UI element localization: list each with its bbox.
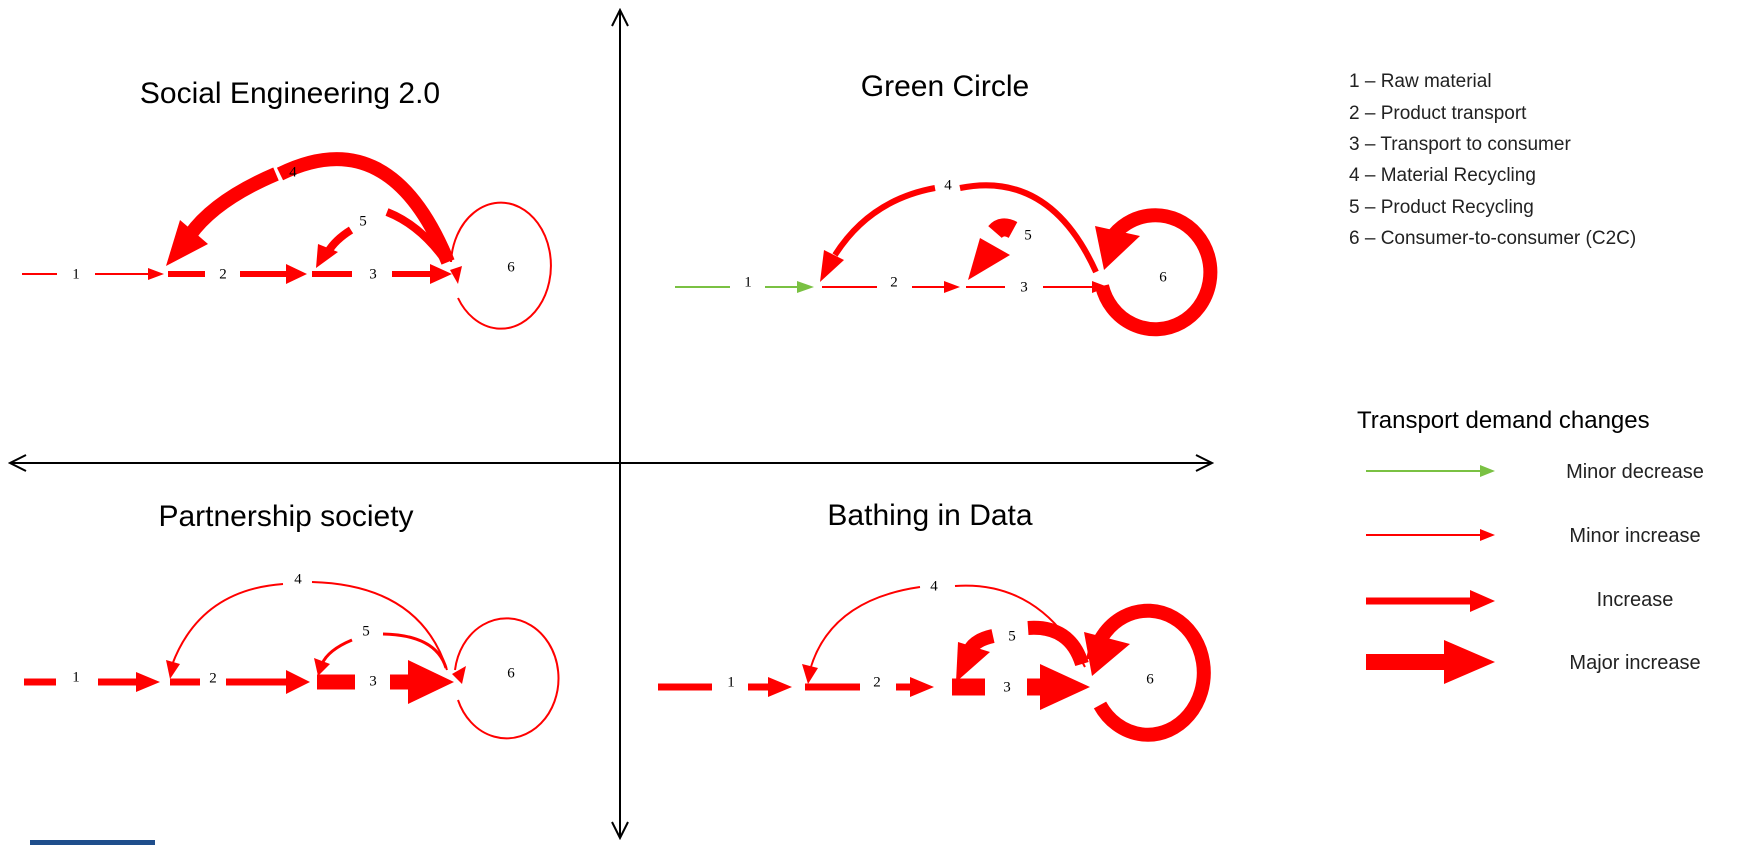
flow-6-loop [450, 201, 552, 330]
node-label-6: 6 [1146, 671, 1154, 687]
flow-5-arrow [968, 218, 1018, 280]
legend-minor-decrease: Minor decrease [1366, 461, 1704, 483]
flow-5-arrow [316, 208, 449, 268]
node-label-2: 2 [873, 674, 881, 690]
flow-1-arrow [24, 672, 160, 692]
legend-swatch-major-increase-head [1444, 640, 1495, 684]
accent-bar [30, 840, 155, 845]
legend-title: Transport demand changes [1357, 407, 1650, 434]
node-label-5: 5 [359, 213, 367, 229]
node-label-5: 5 [362, 623, 370, 639]
legend-swatch-minor-increase-head [1480, 529, 1495, 541]
flow-4-arrow [820, 182, 1099, 282]
flow-3-arrow [312, 264, 452, 284]
flow-2-arrow [805, 677, 934, 697]
legend: Transport demand changes Minor decrease … [1357, 407, 1704, 684]
legend-label-major-increase: Major increase [1569, 652, 1700, 674]
flow-4-arrow [166, 581, 448, 679]
node-label-3: 3 [369, 266, 377, 282]
flow-1-arrow [658, 677, 792, 697]
legend-major-increase: Major increase [1366, 640, 1701, 684]
flow-green-circle: 1 2 3 4 5 6 [675, 177, 1218, 337]
key-item-4: 4 – Material Recycling [1349, 165, 1536, 186]
flow-3-arrow [952, 664, 1090, 710]
node-label-6: 6 [1159, 269, 1167, 285]
flow-2-arrow [168, 264, 307, 284]
legend-minor-increase: Minor increase [1366, 525, 1701, 547]
flow-bathing-in-data: 1 2 3 4 5 6 [658, 578, 1211, 742]
quadrant-title-partnership-society: Partnership society [158, 500, 413, 533]
node-label-1: 1 [727, 674, 735, 690]
node-label-6: 6 [507, 665, 515, 681]
node-label-6: 6 [507, 259, 515, 275]
legend-increase: Increase [1366, 589, 1673, 612]
flow-5-arrow [956, 620, 1089, 682]
node-label-4: 4 [289, 164, 297, 180]
flow-6-loop [1095, 208, 1218, 337]
key-item-1: 1 – Raw material [1349, 71, 1492, 92]
node-label-4: 4 [294, 571, 302, 587]
quadrant-title-social-engineering: Social Engineering 2.0 [140, 77, 440, 110]
node-label-4: 4 [944, 177, 952, 193]
flow-3-arrow [317, 660, 454, 704]
node-label-4: 4 [930, 578, 938, 594]
flow-4-arrow [166, 152, 455, 266]
legend-label-increase: Increase [1597, 589, 1674, 611]
node-label-5: 5 [1008, 628, 1016, 644]
quadrant-title-green-circle: Green Circle [861, 70, 1029, 103]
node-label-2: 2 [219, 266, 227, 282]
key-item-6: 6 – Consumer-to-consumer (C2C) [1349, 228, 1636, 249]
flow-1-arrow [22, 268, 164, 280]
flow-partnership-society: 1 2 3 4 5 6 [24, 571, 560, 740]
flow-6-loop [452, 617, 560, 740]
key-item-2: 2 – Product transport [1349, 103, 1527, 124]
node-label-2: 2 [209, 670, 217, 686]
node-label-2: 2 [890, 274, 898, 290]
node-label-3: 3 [369, 673, 377, 689]
flow-key: 1 – Raw material 2 – Product transport 3… [1349, 71, 1636, 249]
node-label-3: 3 [1020, 279, 1028, 295]
quadrant-title-bathing-in-data: Bathing in Data [827, 499, 1032, 532]
flow-1-arrow [675, 281, 814, 293]
node-label-1: 1 [72, 266, 80, 282]
flow-5-arrow [314, 632, 448, 676]
legend-label-minor-increase: Minor increase [1569, 525, 1700, 547]
flow-2-arrow [170, 670, 310, 694]
flow-social-engineering: 1 2 3 4 5 6 [22, 152, 552, 330]
key-item-3: 3 – Transport to consumer [1349, 134, 1571, 155]
legend-swatch-minor-decrease-head [1480, 465, 1495, 477]
node-label-1: 1 [744, 274, 752, 290]
key-item-5: 5 – Product Recycling [1349, 197, 1534, 218]
legend-label-minor-decrease: Minor decrease [1566, 461, 1704, 483]
flow-3-arrow [966, 281, 1108, 293]
axes [10, 10, 1212, 838]
flow-2-arrow [822, 281, 960, 293]
flow-6-loop [1084, 603, 1211, 742]
node-label-3: 3 [1003, 679, 1011, 695]
legend-swatch-increase-head [1470, 590, 1495, 612]
node-label-5: 5 [1024, 227, 1032, 243]
node-label-1: 1 [72, 669, 80, 685]
